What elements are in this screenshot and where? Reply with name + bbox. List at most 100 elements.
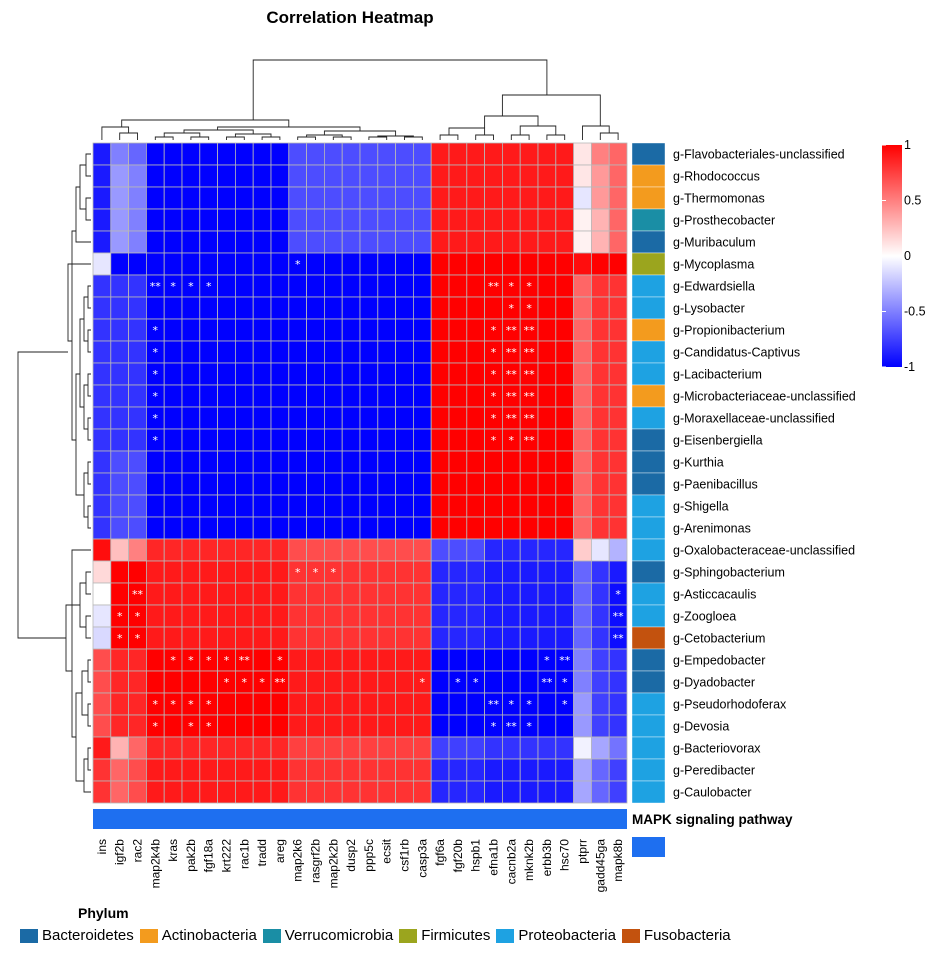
heatmap-cell (466, 516, 485, 540)
heatmap-cell (217, 604, 236, 628)
heatmap-cell (519, 450, 539, 474)
row-label: g-Kurthia (673, 456, 724, 470)
phylum-annotation-cell (631, 494, 666, 518)
heatmap-cell (484, 582, 503, 606)
heatmap-cell (484, 186, 503, 210)
column-label: ppp5c (362, 839, 376, 872)
heatmap-cell (341, 758, 361, 782)
heatmap-cell (537, 340, 557, 364)
heatmap-cell (412, 296, 432, 320)
heatmap-cell (608, 560, 628, 584)
heatmap-cell (199, 736, 219, 760)
phylum-legend-swatch (399, 928, 418, 943)
heatmap-cell (555, 296, 574, 320)
heatmap-cell (288, 340, 307, 364)
heatmap-cell (591, 252, 610, 276)
heatmap-cell (128, 472, 147, 496)
heatmap-cell (181, 582, 201, 606)
heatmap-cell (306, 142, 325, 166)
heatmap-cell (573, 648, 592, 672)
heatmap-cell (145, 538, 165, 562)
row-label: g-Peredibacter (673, 764, 755, 778)
column-dendrogram-branch (546, 134, 566, 140)
heatmap-cell (519, 780, 539, 804)
heatmap-cell (555, 274, 574, 298)
heatmap-cell (341, 142, 361, 166)
heatmap-cell (181, 142, 201, 166)
heatmap-cell (306, 582, 325, 606)
heatmap-cell (573, 758, 592, 782)
heatmap-cell (573, 318, 592, 342)
heatmap-cell (234, 142, 254, 166)
heatmap-cell (591, 142, 610, 166)
heatmap-cell (323, 626, 343, 650)
row-dendrogram-branch (85, 197, 91, 221)
heatmap-cell (591, 186, 610, 210)
heatmap-cell (252, 758, 272, 782)
heatmap-cell (110, 472, 130, 496)
heatmap-cell (466, 560, 485, 584)
heatmap-cell (359, 648, 379, 672)
row-label: g-Sphingobacterium (673, 566, 785, 580)
heatmap-cell (573, 142, 592, 166)
heatmap-cell (466, 186, 485, 210)
phylum-annotation-cell (631, 252, 666, 276)
heatmap-cell (110, 186, 130, 210)
heatmap-cell (128, 538, 147, 562)
heatmap-cell (110, 714, 130, 738)
heatmap-cell (234, 230, 254, 254)
heatmap-cell (110, 318, 130, 342)
heatmap-cell (234, 714, 254, 738)
heatmap-cell (163, 670, 183, 694)
heatmap-cell (217, 472, 236, 496)
row-dendrogram-branch (87, 505, 91, 529)
heatmap-cell (270, 714, 290, 738)
heatmap-cell (199, 406, 219, 430)
heatmap-cell (608, 494, 628, 518)
heatmap-cell (448, 648, 468, 672)
heatmap-cell (306, 780, 325, 804)
heatmap-cell (306, 736, 325, 760)
heatmap-cell (323, 340, 343, 364)
heatmap-cell (448, 736, 468, 760)
heatmap-cell (519, 164, 539, 188)
heatmap-cell (341, 472, 361, 496)
heatmap-cell (288, 164, 307, 188)
heatmap-cell (145, 142, 165, 166)
row-label: g-Lacibacterium (673, 368, 762, 382)
row-dendrogram-branch (83, 472, 88, 518)
heatmap-cell (608, 780, 628, 804)
heatmap-cell (484, 296, 503, 320)
heatmap-cell (484, 142, 503, 166)
significance-mark: ** (150, 280, 162, 293)
heatmap-cell (591, 538, 610, 562)
heatmap-cell (501, 560, 521, 584)
heatmap-cell (537, 604, 557, 628)
heatmap-cell (110, 384, 130, 408)
heatmap-cell (573, 450, 592, 474)
heatmap-cell (466, 604, 485, 628)
significance-mark: * (313, 566, 319, 579)
heatmap-cell (555, 340, 574, 364)
heatmap-cell (181, 736, 201, 760)
heatmap-cell (359, 428, 379, 452)
heatmap-cell (128, 318, 147, 342)
heatmap-cell (110, 142, 130, 166)
significance-mark: ** (613, 632, 625, 645)
heatmap-cell (448, 538, 468, 562)
heatmap-cell (501, 230, 521, 254)
heatmap-cell (341, 428, 361, 452)
heatmap-cell (181, 538, 201, 562)
heatmap-cell (519, 142, 539, 166)
heatmap-cell (501, 494, 521, 518)
heatmap-cell (359, 516, 379, 540)
heatmap-cell (395, 340, 414, 364)
significance-mark: * (491, 368, 497, 381)
heatmap-cell (430, 142, 450, 166)
phylum-annotation-cell (631, 560, 666, 584)
heatmap-cell (234, 252, 254, 276)
heatmap-cell (573, 670, 592, 694)
heatmap-cell (608, 428, 628, 452)
heatmap-cell (377, 626, 396, 650)
significance-mark: * (153, 412, 159, 425)
